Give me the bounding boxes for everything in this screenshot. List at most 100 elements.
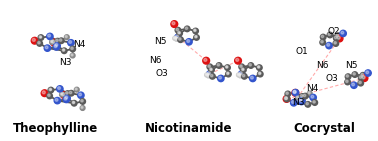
Circle shape: [63, 49, 65, 51]
Circle shape: [353, 73, 355, 75]
Circle shape: [175, 27, 181, 33]
Circle shape: [195, 36, 197, 38]
Circle shape: [285, 97, 288, 100]
Circle shape: [305, 102, 311, 107]
Circle shape: [299, 99, 302, 102]
Circle shape: [336, 34, 339, 36]
Text: Cocrystal: Cocrystal: [294, 122, 356, 135]
Circle shape: [68, 40, 74, 46]
Circle shape: [54, 97, 60, 104]
Circle shape: [226, 72, 229, 75]
Text: N4: N4: [306, 84, 318, 93]
Circle shape: [175, 34, 181, 40]
Circle shape: [362, 76, 365, 79]
Circle shape: [301, 94, 303, 97]
Circle shape: [66, 92, 68, 94]
Circle shape: [257, 66, 260, 68]
Circle shape: [352, 83, 355, 86]
Circle shape: [174, 37, 175, 39]
Circle shape: [50, 89, 52, 91]
Circle shape: [242, 68, 246, 72]
Circle shape: [259, 72, 262, 76]
Circle shape: [57, 86, 63, 92]
Text: Theophylline: Theophylline: [13, 122, 98, 135]
Circle shape: [69, 91, 72, 94]
Circle shape: [49, 88, 53, 92]
Circle shape: [32, 38, 35, 41]
Circle shape: [351, 82, 357, 88]
Circle shape: [210, 68, 214, 72]
Circle shape: [242, 69, 244, 70]
Circle shape: [239, 71, 245, 77]
Circle shape: [285, 91, 291, 97]
Text: N6: N6: [149, 56, 161, 65]
Circle shape: [345, 79, 350, 85]
Circle shape: [239, 64, 245, 70]
Circle shape: [249, 75, 256, 82]
Circle shape: [64, 95, 70, 101]
Text: O1: O1: [295, 47, 308, 56]
Circle shape: [60, 92, 64, 97]
Text: N3: N3: [59, 58, 72, 67]
Circle shape: [175, 38, 177, 40]
Circle shape: [340, 30, 346, 37]
Circle shape: [60, 92, 67, 98]
Text: Nicotinamide: Nicotinamide: [145, 122, 233, 135]
Circle shape: [45, 46, 48, 49]
Circle shape: [298, 98, 305, 105]
Circle shape: [321, 35, 324, 38]
Circle shape: [80, 99, 85, 104]
Circle shape: [208, 72, 210, 75]
Circle shape: [293, 90, 296, 93]
Circle shape: [296, 96, 299, 98]
Circle shape: [226, 66, 228, 68]
Circle shape: [359, 81, 361, 84]
Circle shape: [42, 91, 45, 94]
Circle shape: [292, 89, 299, 96]
Circle shape: [225, 65, 230, 70]
Circle shape: [62, 93, 65, 96]
Circle shape: [72, 101, 75, 104]
Text: N6: N6: [316, 61, 329, 70]
Circle shape: [292, 90, 299, 96]
Circle shape: [65, 91, 70, 96]
Circle shape: [300, 98, 303, 101]
Text: O2: O2: [328, 27, 340, 36]
Circle shape: [70, 46, 76, 52]
Circle shape: [53, 44, 60, 50]
Circle shape: [335, 36, 337, 39]
Circle shape: [48, 94, 50, 96]
Circle shape: [293, 90, 296, 93]
Circle shape: [352, 72, 358, 77]
Circle shape: [361, 75, 368, 81]
Circle shape: [249, 64, 251, 66]
Circle shape: [207, 64, 212, 70]
Circle shape: [242, 68, 244, 70]
Circle shape: [206, 74, 211, 78]
Circle shape: [204, 58, 207, 61]
Circle shape: [62, 48, 66, 52]
Circle shape: [284, 96, 290, 102]
Circle shape: [235, 57, 242, 64]
Circle shape: [184, 26, 190, 32]
Circle shape: [72, 101, 76, 105]
Circle shape: [321, 34, 326, 40]
Circle shape: [31, 37, 38, 44]
Circle shape: [345, 80, 348, 82]
Circle shape: [358, 75, 364, 81]
Circle shape: [195, 36, 197, 38]
Circle shape: [226, 72, 231, 76]
Circle shape: [341, 31, 344, 34]
Circle shape: [50, 40, 53, 43]
Circle shape: [365, 70, 371, 76]
Circle shape: [286, 92, 288, 94]
Circle shape: [257, 71, 263, 77]
Circle shape: [71, 54, 73, 56]
Circle shape: [227, 72, 229, 74]
Circle shape: [237, 74, 239, 75]
Circle shape: [194, 29, 196, 31]
Circle shape: [334, 42, 336, 44]
Circle shape: [57, 87, 60, 90]
Text: N5: N5: [345, 61, 358, 70]
Circle shape: [216, 63, 222, 68]
